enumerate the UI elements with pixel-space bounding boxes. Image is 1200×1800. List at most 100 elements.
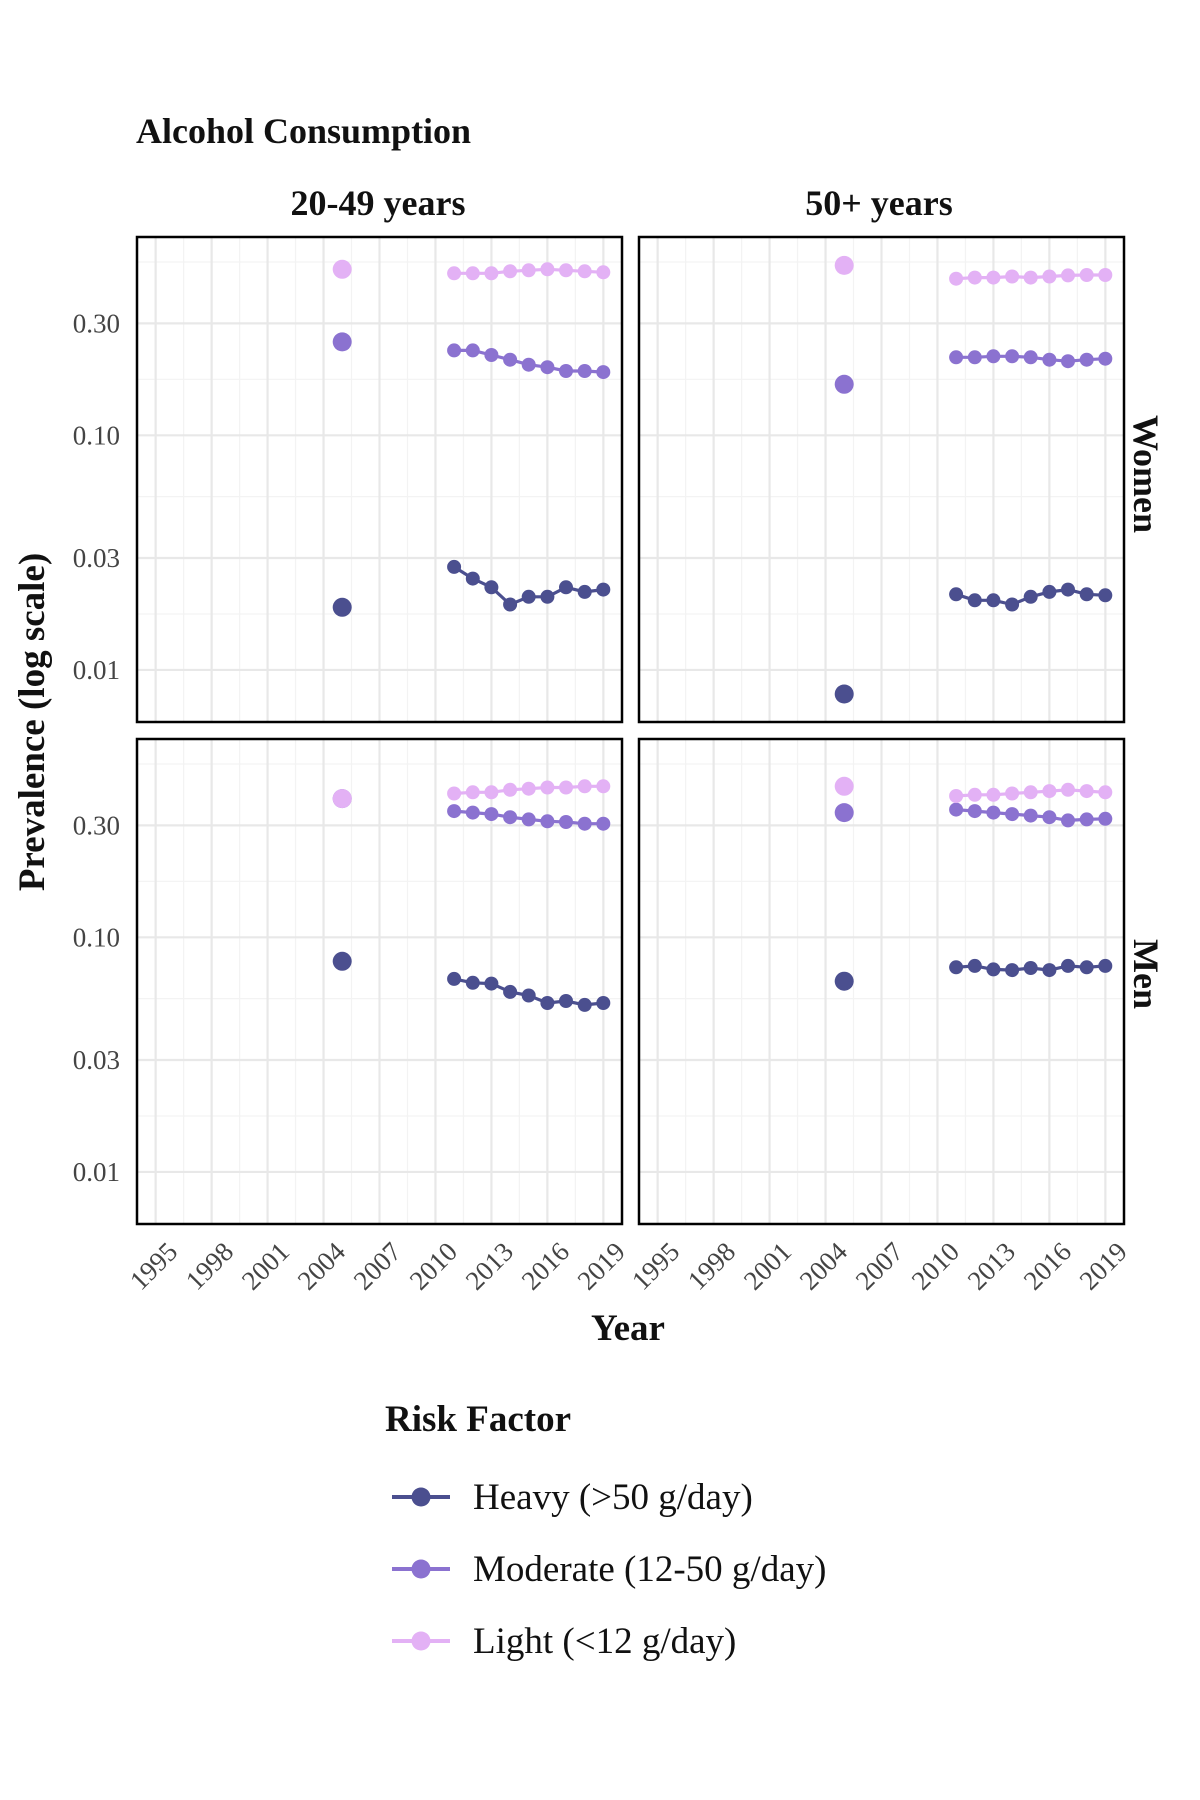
facet-strip-women: Women [1126, 415, 1166, 533]
data-point-moderate [559, 364, 573, 378]
y-axis-ticks: 0.01 0.03 0.10 0.30 0.01 0.03 0.10 0.30 [73, 308, 120, 1187]
legend-item-moderate: Moderate (12-50 g/day) [392, 1549, 826, 1590]
data-point-light [1098, 268, 1113, 282]
x-tick-label: 2007 [348, 1236, 407, 1295]
data-point-light [577, 264, 592, 279]
panel-border [637, 737, 1126, 1226]
data-point-moderate [1023, 350, 1038, 365]
data-point-moderate [540, 360, 555, 375]
data-point-light [1005, 786, 1020, 801]
data-point-heavy [503, 597, 518, 612]
x-tick-label: 2007 [850, 1236, 909, 1295]
data-point-light [949, 789, 964, 803]
data-point-light [521, 263, 536, 278]
data-point-heavy [949, 587, 964, 602]
data-point-moderate [465, 343, 480, 358]
data-point-light [1079, 268, 1094, 282]
x-tick-label: 2004 [292, 1236, 352, 1296]
data-point-heavy [986, 593, 1001, 608]
x-tick-label: 2013 [962, 1236, 1021, 1295]
data-point-moderate [521, 357, 536, 372]
y-tick-label: 0.03 [73, 543, 120, 573]
data-point-light [447, 786, 462, 801]
data-point-heavy [447, 971, 462, 986]
data-point-heavy [1005, 597, 1020, 612]
legend-label: Moderate (12-50 g/day) [473, 1549, 826, 1590]
data-point-heavy [949, 960, 964, 975]
data-point-heavy [1023, 961, 1038, 975]
data-point-light [447, 266, 462, 281]
data-point-moderate [986, 805, 1001, 820]
facet-strip-20-49: 20-49 years [291, 183, 466, 223]
data-point-light [1061, 782, 1075, 797]
data-point-heavy [521, 988, 536, 1003]
data-point-heavy [1061, 958, 1075, 973]
legend-title: Risk Factor [385, 1399, 571, 1440]
data-point-moderate-2005 [834, 803, 854, 823]
legend-item-light: Light (<12 g/day) [392, 1621, 736, 1662]
y-tick-label: 0.01 [73, 655, 120, 685]
y-tick-label: 0.30 [73, 810, 120, 840]
data-point-heavy-2005 [834, 684, 854, 704]
data-point-light [559, 263, 573, 278]
data-point-heavy [559, 580, 573, 595]
x-axis-title: Year [591, 1308, 665, 1349]
data-point-light [465, 785, 480, 800]
data-point-moderate [503, 810, 518, 825]
data-point-moderate [540, 814, 555, 829]
data-point-moderate [484, 348, 499, 362]
data-point-heavy-2005 [332, 597, 352, 617]
data-point-light [1079, 784, 1094, 799]
data-point-light [1023, 785, 1038, 800]
x-tick-label: 2016 [516, 1236, 575, 1295]
data-point-light [1042, 784, 1057, 799]
data-point-moderate [1098, 351, 1113, 366]
x-axis-ticks: 1995199820012004200720102013201620191995… [124, 1236, 1133, 1296]
x-tick-label: 2016 [1018, 1236, 1077, 1295]
data-point-light-2005 [332, 259, 352, 279]
data-point-heavy [577, 584, 592, 599]
data-point-light [986, 270, 1001, 285]
data-point-heavy [484, 976, 499, 991]
y-tick-label: 0.10 [73, 420, 120, 450]
data-point-light [503, 782, 518, 797]
data-point-heavy [447, 559, 462, 574]
legend-key-point [411, 1559, 431, 1579]
panel-men-20-49-years [135, 737, 624, 1226]
data-point-light [577, 779, 592, 794]
data-point-heavy [1079, 960, 1094, 975]
data-point-heavy-2005 [834, 971, 854, 991]
data-point-heavy [596, 996, 611, 1010]
data-point-light [596, 265, 611, 280]
data-point-light [503, 264, 518, 279]
facet-strip-50-plus: 50+ years [805, 183, 952, 223]
data-point-light [465, 266, 480, 281]
data-point-heavy [1042, 963, 1057, 978]
x-tick-label: 2010 [404, 1236, 463, 1295]
legend-item-heavy: Heavy (>50 g/day) [392, 1477, 753, 1518]
data-point-light [540, 780, 555, 795]
data-point-heavy [521, 589, 536, 604]
data-point-moderate [465, 805, 480, 820]
data-point-moderate [1005, 349, 1020, 364]
legend-label: Heavy (>50 g/day) [473, 1477, 753, 1518]
data-point-heavy [1005, 963, 1020, 978]
data-point-light [967, 787, 982, 802]
data-point-heavy [465, 571, 480, 586]
data-point-light [484, 266, 499, 281]
data-point-moderate [1005, 807, 1020, 822]
x-tick-label: 1995 [124, 1236, 183, 1295]
data-point-moderate [1061, 813, 1075, 828]
data-point-moderate [596, 816, 611, 831]
data-point-moderate [986, 349, 1001, 364]
y-axis-title: Prevalence (log scale) [12, 553, 53, 891]
panel-men-50-years [637, 737, 1126, 1226]
data-point-moderate-2005 [332, 332, 352, 352]
data-point-heavy [596, 582, 611, 597]
data-point-light [949, 271, 964, 286]
x-tick-label: 1995 [626, 1236, 685, 1295]
data-point-light [1061, 268, 1075, 283]
data-point-light [596, 779, 611, 794]
data-point-heavy [1098, 958, 1113, 973]
panel-border [135, 737, 624, 1226]
